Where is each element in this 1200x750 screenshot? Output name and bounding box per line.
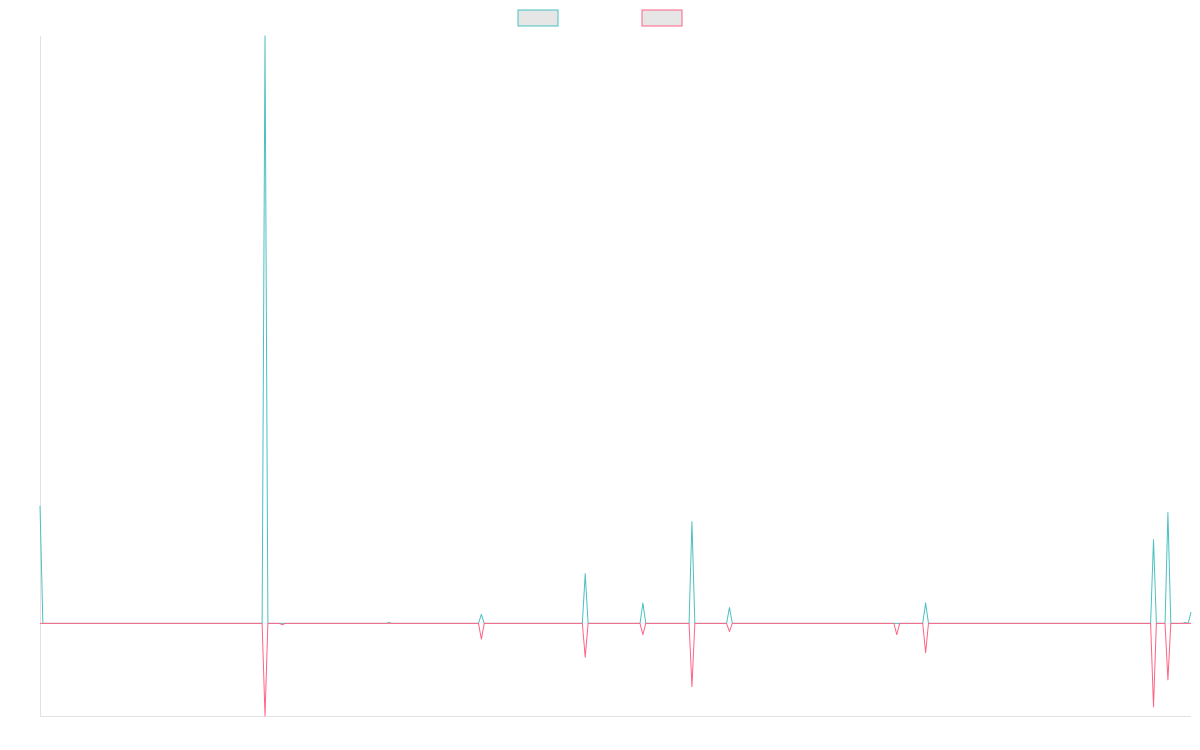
series-line-1 bbox=[39, 35, 1192, 624]
series-line-2 bbox=[40, 622, 1191, 717]
legend-item-2[interactable] bbox=[641, 9, 683, 27]
plot-area bbox=[39, 35, 1192, 717]
axes bbox=[40, 36, 1191, 717]
legend-item-1[interactable] bbox=[517, 9, 559, 27]
legend bbox=[517, 9, 683, 27]
